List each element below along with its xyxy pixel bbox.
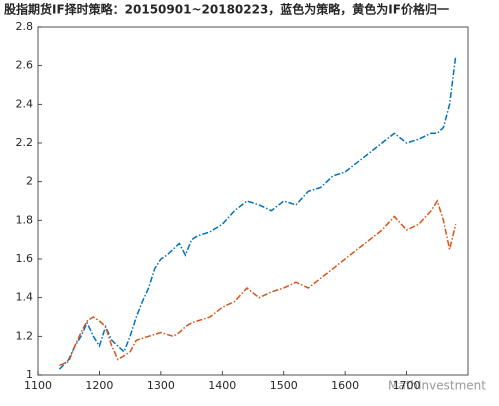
series-line xyxy=(59,199,457,366)
x-tick-label: 1500 xyxy=(270,379,298,392)
y-tick-label: 2.4 xyxy=(16,97,34,110)
y-tick-label: 2 xyxy=(26,175,33,188)
series-line xyxy=(58,55,457,370)
y-tick-label: 1.8 xyxy=(16,213,34,226)
y-tick-label: 1.4 xyxy=(16,291,34,304)
y-tick-label: 1.6 xyxy=(16,252,34,265)
y-tick-label: 2.8 xyxy=(16,20,34,33)
y-tick-label: 2.6 xyxy=(16,59,34,72)
x-tick-label: 1400 xyxy=(208,379,236,392)
y-tick-label: 2.2 xyxy=(16,136,34,149)
chart-title: 股指期货IF择时策略：20150901~20180223，蓝色为策略，黄色为IF… xyxy=(4,2,449,17)
watermark: MathInvestment xyxy=(388,379,486,393)
plot-frame xyxy=(37,26,469,376)
x-tick-label: 1600 xyxy=(331,379,359,392)
x-tick-label: 1300 xyxy=(147,379,175,392)
x-tick-label: 1100 xyxy=(24,379,52,392)
y-tick-label: 1.2 xyxy=(16,329,34,342)
x-tick-label: 1700 xyxy=(393,379,421,392)
y-tick-label: 1 xyxy=(26,368,33,381)
x-tick-label: 1200 xyxy=(85,379,113,392)
